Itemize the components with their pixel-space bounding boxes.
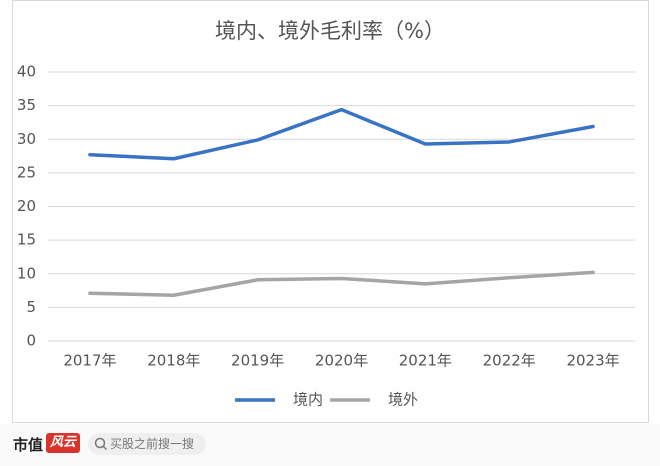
y-tick-label: 35 [17, 96, 36, 114]
x-tick-label: 2019年 [231, 352, 284, 370]
footer: 市值 风云 买股之前搜一搜 [0, 424, 660, 466]
chart: 境内、境外毛利率（%） 0 5 10 15 20 25 30 35 40 2017年 2018年 20… [12, 0, 649, 423]
chart-frame [12, 0, 649, 423]
x-tick-label: 2022年 [483, 352, 536, 370]
legend-label: 境外 [388, 391, 418, 409]
y-tick-label: 0 [26, 332, 36, 350]
y-tick-label: 15 [17, 231, 36, 249]
chart-title: 境内、境外毛利率（%） [215, 19, 445, 43]
y-tick-label: 5 [26, 298, 36, 316]
brand: 市值 [13, 436, 44, 454]
y-tick-label: 20 [17, 197, 36, 215]
search-icon [94, 437, 108, 451]
x-tick-label: 2021年 [399, 352, 452, 370]
line-series [88, 270, 595, 298]
x-tick-label: 2023年 [566, 352, 619, 370]
y-tick-label: 40 [17, 63, 36, 81]
y-tick-label: 25 [17, 163, 36, 181]
line-series [88, 107, 595, 161]
legend-label: 境内 [293, 391, 323, 409]
y-tick-label: 30 [17, 130, 36, 148]
search-box[interactable]: 买股之前搜一搜 [88, 433, 206, 455]
search-placeholder: 买股之前搜一搜 [110, 437, 195, 451]
y-tick-label: 10 [17, 264, 36, 282]
x-tick-label: 2020年 [315, 352, 368, 370]
x-tick-label: 2018年 [147, 352, 200, 370]
x-tick-label: 2017年 [63, 352, 116, 370]
brand-logo: 风云 [46, 433, 80, 453]
